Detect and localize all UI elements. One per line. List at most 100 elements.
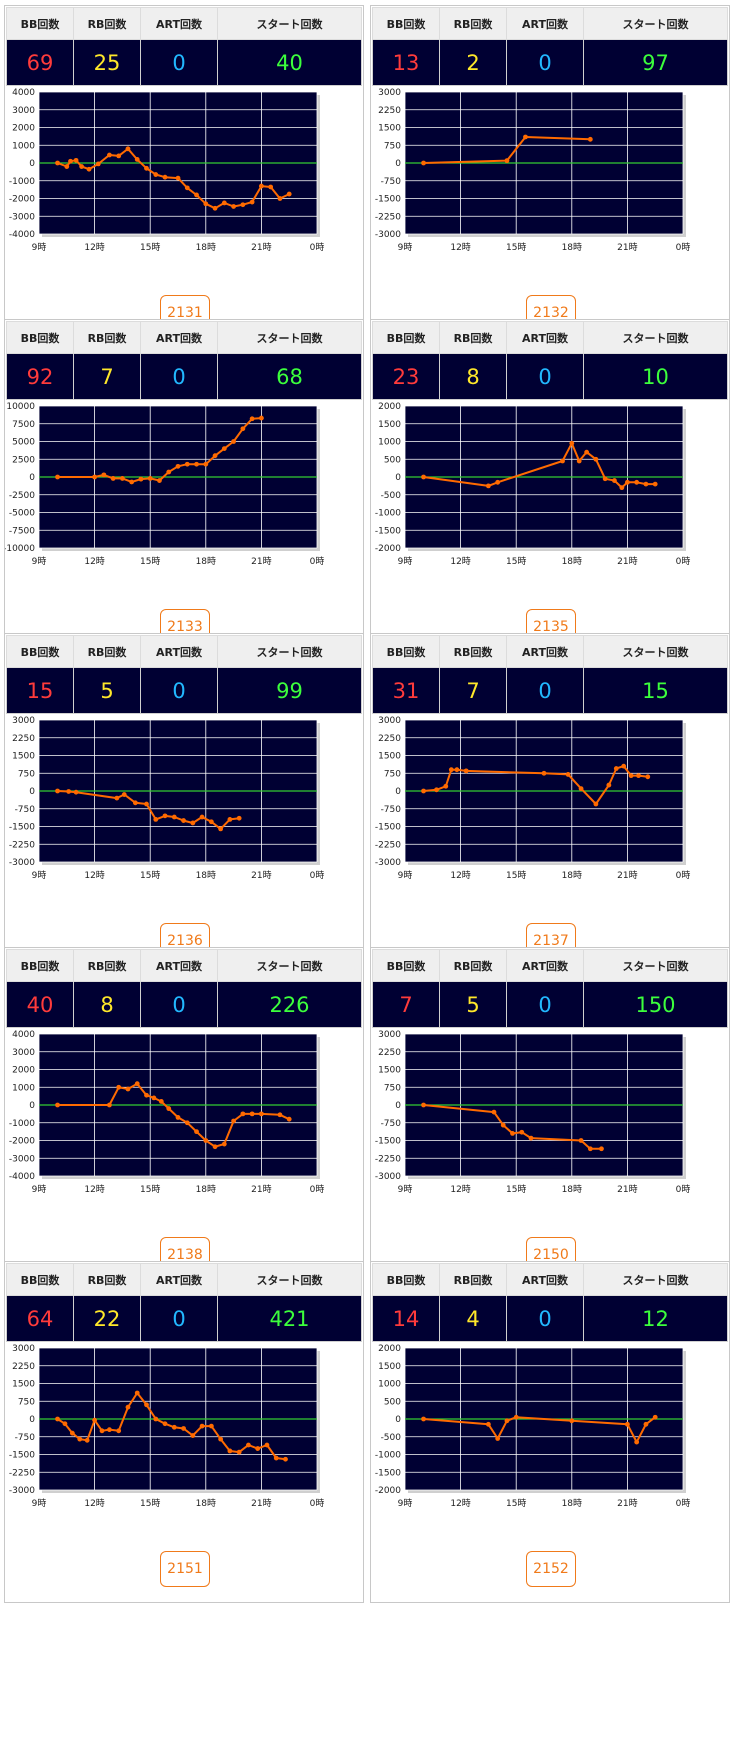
y-tick-label: 1500	[378, 1066, 401, 1076]
data-point	[138, 476, 144, 482]
data-point	[249, 416, 255, 422]
y-tick-label: -1500	[375, 195, 401, 205]
data-point	[421, 474, 426, 480]
data-point	[157, 478, 162, 483]
data-point	[587, 1146, 593, 1152]
data-point	[277, 196, 283, 201]
y-tick-label: 3000	[12, 1048, 35, 1058]
x-tick-label: 0時	[310, 556, 325, 567]
data-point	[606, 782, 612, 788]
x-tick-label: 12時	[84, 870, 104, 881]
x-tick-label: 15時	[140, 870, 160, 881]
art-header: ART回数	[506, 1263, 584, 1296]
data-point	[116, 1428, 122, 1434]
rb-count: 8	[439, 353, 507, 400]
y-tick-label: -3000	[375, 230, 401, 240]
x-tick-label: 0時	[676, 1184, 691, 1195]
data-point	[249, 199, 255, 205]
data-point	[162, 813, 168, 819]
rb-header: RB回数	[73, 1263, 141, 1296]
bb-header: BB回数	[6, 1263, 74, 1296]
stats-table: BB回数 RB回数 ART回数 スタート回数 69 25 0 40	[6, 7, 362, 86]
x-tick-label: 21時	[251, 1498, 271, 1509]
y-tick-label: 2000	[12, 124, 35, 134]
data-point	[625, 1421, 630, 1427]
machine-number-button[interactable]: 2152	[526, 1551, 576, 1587]
data-point	[443, 783, 449, 789]
start-header: スタート回数	[217, 949, 362, 982]
data-point	[153, 1416, 159, 1422]
art-header: ART回数	[140, 635, 218, 668]
x-tick-label: 18時	[562, 556, 582, 567]
y-tick-label: 750	[18, 769, 35, 779]
y-tick-label: 1500	[12, 1380, 35, 1390]
data-point	[643, 481, 649, 487]
rb-count: 7	[73, 353, 141, 400]
rb-count: 4	[439, 1295, 507, 1342]
art-count: 0	[506, 667, 584, 714]
y-tick-label: 2250	[12, 734, 35, 744]
x-tick-label: 15時	[506, 1184, 526, 1195]
data-point	[240, 426, 246, 432]
x-tick-label: 15時	[506, 242, 526, 253]
machine-number-button[interactable]: 2151	[160, 1551, 210, 1587]
x-tick-label: 9時	[398, 1498, 413, 1509]
y-tick-label: -3000	[9, 858, 35, 868]
art-header: ART回数	[140, 1263, 218, 1296]
x-tick-label: 12時	[450, 242, 470, 253]
data-point	[249, 1111, 255, 1117]
slump-chart: 10000 7500 5000 2500 0 -2500 -5000 -7500 -10000 9…	[5, 402, 325, 567]
y-tick-label: -1500	[375, 1468, 401, 1478]
data-point	[134, 157, 140, 162]
data-point	[510, 1131, 515, 1136]
start-header: スタート回数	[583, 635, 728, 668]
data-point	[151, 1095, 157, 1101]
data-point	[212, 205, 218, 211]
x-tick-label: 12時	[84, 556, 104, 567]
art-header: ART回数	[140, 949, 218, 982]
data-point	[92, 1417, 97, 1423]
data-point	[636, 773, 641, 779]
y-tick-label: 1000	[12, 1083, 35, 1093]
slump-chart: 3000 2250 1500 750 0 -750 -1500 -2250 -3000 9時 12時…	[375, 88, 691, 253]
y-tick-label: 2000	[12, 1066, 35, 1076]
y-tick-label: -750	[381, 177, 402, 187]
data-point	[162, 1421, 168, 1427]
x-tick-label: 9時	[398, 870, 413, 881]
start-header: スタート回数	[583, 1263, 728, 1296]
data-point	[602, 476, 608, 482]
start-count: 97	[583, 39, 728, 86]
data-point	[203, 201, 209, 207]
data-point	[121, 792, 127, 797]
bb-count: 14	[372, 1295, 440, 1342]
start-header: スタート回数	[583, 949, 728, 982]
data-point	[587, 136, 593, 142]
data-point	[190, 1433, 196, 1438]
data-point	[286, 1116, 292, 1122]
y-tick-label: -1000	[375, 509, 401, 519]
x-tick-label: 21時	[617, 870, 637, 881]
data-point	[593, 801, 599, 807]
stats-table: BB回数 RB回数 ART回数 スタート回数 7 5 0 150	[372, 949, 728, 1028]
x-tick-label: 21時	[251, 870, 271, 881]
x-tick-label: 21時	[617, 1184, 637, 1195]
y-tick-label: 2000	[378, 402, 401, 412]
y-tick-label: -2250	[375, 1154, 401, 1164]
x-tick-label: 21時	[617, 242, 637, 253]
data-point	[181, 1426, 186, 1431]
stats-table: BB回数 RB回数 ART回数 スタート回数 13 2 0 97	[372, 7, 728, 86]
x-tick-label: 12時	[84, 242, 104, 253]
data-point	[569, 1418, 575, 1424]
machine-card-2150: BB回数 RB回数 ART回数 スタート回数 7 5 0 150 3000 225…	[370, 947, 730, 1289]
data-point	[171, 814, 177, 820]
x-tick-label: 21時	[251, 242, 271, 253]
data-point	[434, 787, 439, 793]
bb-header: BB回数	[6, 949, 74, 982]
data-point	[95, 161, 101, 167]
start-header: スタート回数	[583, 7, 728, 40]
data-point	[114, 795, 120, 801]
data-point	[528, 1135, 534, 1141]
bb-count: 13	[372, 39, 440, 86]
start-count: 226	[217, 981, 362, 1028]
